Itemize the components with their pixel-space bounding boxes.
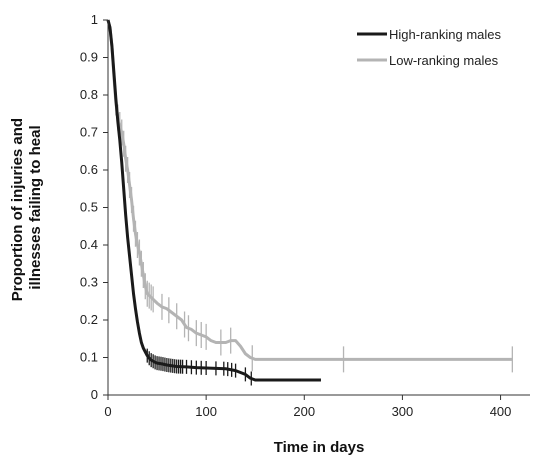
- series-line-high-ranking: [106, 19, 321, 382]
- y-tick-label: 0.9: [80, 50, 98, 65]
- plot-area: [106, 19, 513, 386]
- y-tick-label: 0.5: [80, 200, 98, 215]
- x-tick-label: 100: [195, 404, 217, 419]
- y-tick-label: 0.2: [80, 312, 98, 327]
- legend-label-low-ranking: Low-ranking males: [389, 53, 499, 68]
- y-axis-title-line-2: illnesses failing to heal: [27, 125, 44, 289]
- y-axis-title-line-1: Proportion of injuries and: [9, 118, 26, 301]
- x-axis-title: Time in days: [274, 439, 365, 456]
- series-line-low-ranking: [106, 19, 513, 361]
- y-tick-label: 0.4: [80, 237, 98, 252]
- x-tick-label: 0: [104, 404, 111, 419]
- x-tick-label: 300: [392, 404, 414, 419]
- x-tick-label: 400: [490, 404, 512, 419]
- axes: 0 0.1 0.2 0.3 0.4 0.5 0.6 0.7 0.8 0.9 1 0 100 200 300 4…: [80, 12, 530, 419]
- y-tick-label: 0.8: [80, 87, 98, 102]
- y-tick-label: 0.6: [80, 162, 98, 177]
- y-tick-label: 1: [91, 12, 98, 27]
- y-tick-label: 0.7: [80, 125, 98, 140]
- y-tick-label: 0: [91, 387, 98, 402]
- y-axis-title: Proportion of injuries and illnesses fai…: [9, 114, 44, 302]
- legend-label-high-ranking: High-ranking males: [389, 27, 501, 42]
- y-tick-label: 0.1: [80, 350, 98, 365]
- x-tick-label: 200: [293, 404, 315, 419]
- legend: High-ranking males Low-ranking males: [357, 27, 501, 68]
- y-tick-label: 0.3: [80, 275, 98, 290]
